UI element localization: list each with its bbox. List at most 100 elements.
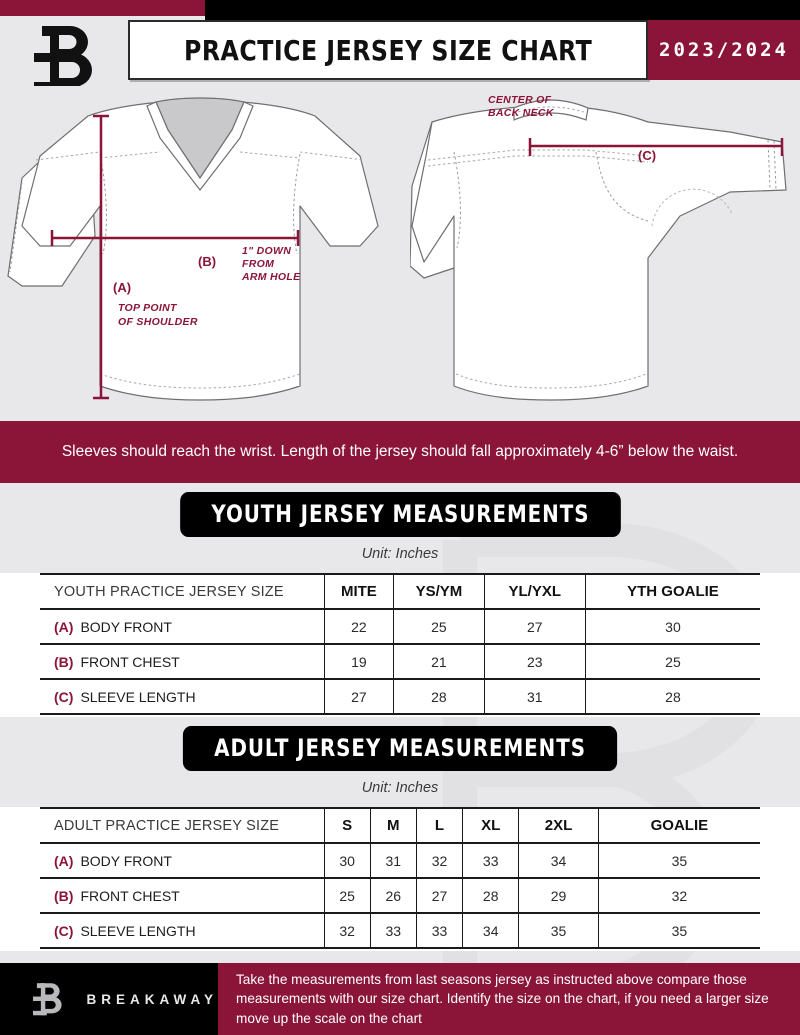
adult-row-0-val-0: 30 bbox=[323, 842, 371, 879]
youth-col-header-1: YS/YM bbox=[393, 573, 485, 610]
table-row: (C) SLEEVE LENGTH 32 33 33 34 35 35 bbox=[40, 912, 760, 949]
annotation-c-label-line1: CENTER OF bbox=[488, 94, 552, 106]
front-jersey-illustration bbox=[7, 97, 379, 401]
youth-col-header-3: YTH GOALIE bbox=[584, 573, 760, 610]
youth-row-1-val-2: 23 bbox=[483, 643, 586, 680]
adult-size-header: ADULT PRACTICE JERSEY SIZE bbox=[40, 807, 324, 844]
youth-col-header-2: YL/YXL bbox=[483, 573, 586, 610]
breakaway-b-logo-icon bbox=[34, 26, 92, 91]
footer-brand-block: BREAKAWAY bbox=[0, 963, 218, 1035]
adult-col-header-0: S bbox=[323, 807, 371, 844]
youth-row-2-tag: (C) bbox=[54, 688, 74, 705]
youth-row-2-name: SLEEVE LENGTH bbox=[80, 688, 196, 705]
annotation-a-label-line2: OF SHOULDER bbox=[118, 316, 198, 328]
youth-row-2-val-1: 28 bbox=[393, 678, 485, 715]
adult-col-header-3: XL bbox=[462, 807, 519, 844]
adult-col-header-4: 2XL bbox=[518, 807, 599, 844]
adult-unit-label: Unit: Inches bbox=[361, 780, 439, 796]
back-jersey-illustration bbox=[410, 99, 787, 401]
page-footer: BREAKAWAY Take the measurements from las… bbox=[0, 963, 800, 1035]
youth-row-0-val-1: 25 bbox=[393, 608, 485, 645]
table-row: (C) SLEEVE LENGTH 27 28 31 28 bbox=[40, 678, 760, 715]
youth-row-0-name: BODY FRONT bbox=[80, 618, 172, 635]
youth-col-header-0: MITE bbox=[323, 573, 394, 610]
adult-row-1-val-1: 26 bbox=[369, 877, 417, 914]
youth-row-1-val-0: 19 bbox=[323, 643, 394, 680]
footer-instructions-text: Take the measurements from last seasons … bbox=[236, 972, 769, 1026]
adult-row-2-val-2: 33 bbox=[415, 912, 463, 949]
adult-row-1-tag: (B) bbox=[54, 887, 74, 904]
measurement-note-banner: Sleeves should reach the wrist. Length o… bbox=[0, 421, 800, 483]
youth-table-wrap: YOUTH PRACTICE JERSEY SIZE MITE YS/YM YL… bbox=[0, 573, 800, 717]
chart-title-box: PRACTICE JERSEY SIZE CHART bbox=[128, 20, 648, 80]
annotation-b-tag: (B) bbox=[198, 254, 217, 269]
adult-col-header-1: M bbox=[369, 807, 417, 844]
youth-section: YOUTH JERSEY MEASUREMENTS Unit: Inches Y… bbox=[0, 492, 800, 717]
table-header-row: YOUTH PRACTICE JERSEY SIZE MITE YS/YM YL… bbox=[40, 573, 760, 610]
youth-row-2-val-0: 27 bbox=[323, 678, 394, 715]
season-label: 2023/2024 bbox=[659, 39, 789, 61]
annotation-b-label-line3: ARM HOLE bbox=[242, 271, 301, 283]
table-row: (B) FRONT CHEST 19 21 23 25 bbox=[40, 643, 760, 680]
adult-row-2-name: SLEEVE LENGTH bbox=[80, 922, 196, 939]
youth-row-1-val-3: 25 bbox=[584, 643, 760, 680]
youth-row-1-tag: (B) bbox=[54, 653, 74, 670]
youth-section-title: YOUTH JERSEY MEASUREMENTS bbox=[179, 492, 621, 537]
top-bar-black bbox=[205, 0, 800, 16]
youth-row-1-name: FRONT CHEST bbox=[80, 653, 180, 670]
youth-size-header: YOUTH PRACTICE JERSEY SIZE bbox=[40, 573, 324, 610]
footer-brand-name: BREAKAWAY bbox=[86, 991, 218, 1007]
youth-unit-label: Unit: Inches bbox=[361, 546, 439, 562]
adult-row-2-val-0: 32 bbox=[323, 912, 371, 949]
table-row: (B) FRONT CHEST 25 26 27 28 29 32 bbox=[40, 877, 760, 914]
season-badge: 2023/2024 bbox=[648, 20, 800, 80]
youth-row-2-val-2: 31 bbox=[483, 678, 586, 715]
adult-row-0-val-1: 31 bbox=[369, 842, 417, 879]
youth-pill-wrap: YOUTH JERSEY MEASUREMENTS bbox=[0, 492, 800, 537]
youth-row-2-label: (C) SLEEVE LENGTH bbox=[40, 678, 324, 715]
youth-row-0-val-0: 22 bbox=[323, 608, 394, 645]
page-title: PRACTICE JERSEY SIZE CHART bbox=[183, 33, 593, 67]
adult-col-header-2: L bbox=[415, 807, 463, 844]
youth-row-0-label: (A) BODY FRONT bbox=[40, 608, 324, 645]
annotation-c-label-line2: BACK NECK bbox=[488, 107, 554, 119]
annotation-a-tag: (A) bbox=[113, 280, 132, 295]
jersey-diagram-area: (B) 1" DOWN FROM ARM HOLE (A) TOP POINT … bbox=[0, 86, 800, 416]
adult-row-0-tag: (A) bbox=[54, 852, 74, 869]
youth-row-0-val-3: 30 bbox=[584, 608, 760, 645]
adult-row-0-val-2: 32 bbox=[415, 842, 463, 879]
adult-row-1-label: (B) FRONT CHEST bbox=[40, 877, 324, 914]
adult-row-2-val-5: 35 bbox=[597, 912, 760, 949]
footer-instructions-block: Take the measurements from last seasons … bbox=[218, 963, 800, 1035]
annotation-b-label-line1: 1" DOWN bbox=[242, 245, 292, 257]
youth-row-1-val-1: 21 bbox=[393, 643, 485, 680]
adult-row-2-val-1: 33 bbox=[369, 912, 417, 949]
adult-row-2-val-4: 35 bbox=[518, 912, 599, 949]
adult-row-1-val-3: 28 bbox=[462, 877, 519, 914]
adult-row-0-val-5: 35 bbox=[597, 842, 760, 879]
youth-row-0-val-2: 27 bbox=[483, 608, 586, 645]
annotation-b-label-line2: FROM bbox=[242, 258, 275, 270]
adult-row-0-val-3: 33 bbox=[462, 842, 519, 879]
adult-row-1-val-5: 32 bbox=[597, 877, 760, 914]
youth-measurements-table: YOUTH PRACTICE JERSEY SIZE MITE YS/YM YL… bbox=[40, 573, 760, 715]
adult-row-1-val-2: 27 bbox=[415, 877, 463, 914]
adult-measurements-table: ADULT PRACTICE JERSEY SIZE S M L XL 2XL … bbox=[40, 807, 760, 949]
adult-row-2-val-3: 34 bbox=[462, 912, 519, 949]
adult-table-wrap: ADULT PRACTICE JERSEY SIZE S M L XL 2XL … bbox=[0, 807, 800, 951]
table-header-row: ADULT PRACTICE JERSEY SIZE S M L XL 2XL … bbox=[40, 807, 760, 844]
breakaway-b-logo-icon bbox=[32, 983, 62, 1016]
table-row: (A) BODY FRONT 22 25 27 30 bbox=[40, 608, 760, 645]
adult-row-1-name: FRONT CHEST bbox=[80, 887, 180, 904]
top-accent-bar bbox=[0, 0, 800, 16]
youth-row-0-tag: (A) bbox=[54, 618, 74, 635]
adult-section: ADULT JERSEY MEASUREMENTS Unit: Inches A… bbox=[0, 726, 800, 951]
youth-row-2-val-3: 28 bbox=[584, 678, 760, 715]
annotation-c-tag: (C) bbox=[638, 148, 657, 163]
adult-row-0-name: BODY FRONT bbox=[80, 852, 172, 869]
adult-col-header-5: GOALIE bbox=[597, 807, 760, 844]
measurement-note-text: Sleeves should reach the wrist. Length o… bbox=[61, 442, 739, 460]
adult-row-0-label: (A) BODY FRONT bbox=[40, 842, 324, 879]
adult-row-2-label: (C) SLEEVE LENGTH bbox=[40, 912, 324, 949]
